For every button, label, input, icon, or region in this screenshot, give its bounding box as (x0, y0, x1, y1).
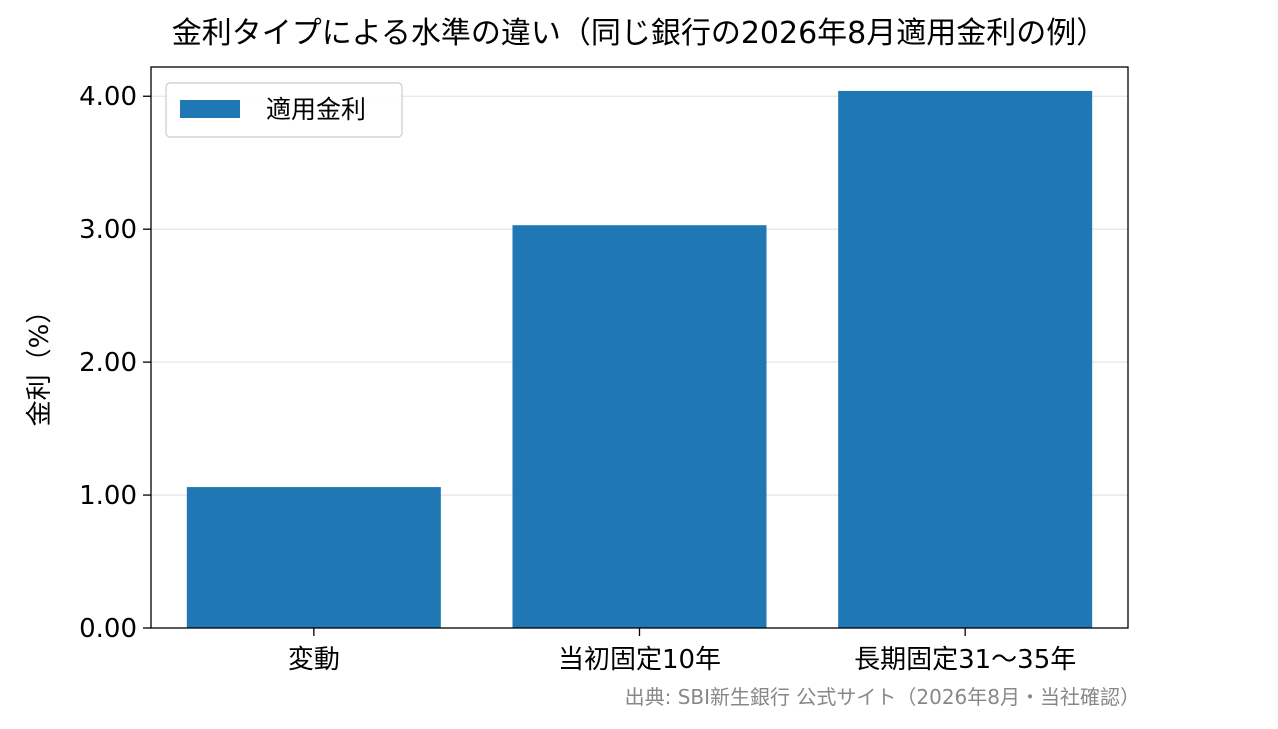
chart-title: 金利タイプによる水準の違い（同じ銀行の2026年8月適用金利の例） (172, 16, 1107, 51)
legend: 適用金利 (165, 82, 403, 138)
y-tick-label: 2.00 (79, 348, 137, 378)
source-note: 出典: SBI新生銀行 公式サイト（2026年8月・当社確認） (625, 685, 1140, 709)
y-tick-label: 1.00 (79, 481, 137, 511)
x-tick-label: 当初固定10年 (558, 645, 721, 675)
x-tick-label: 変動 (288, 645, 340, 675)
legend-box (165, 82, 403, 138)
y-axis-label: 金利（%） (25, 298, 55, 427)
bar (838, 90, 1093, 629)
bar (512, 225, 767, 628)
y-axis: 0.00 1.00 2.00 3.00 4.00 (79, 82, 151, 644)
legend-swatch (180, 100, 240, 118)
legend-label: 適用金利 (266, 95, 366, 124)
x-tick-label: 長期固定31〜35年 (854, 645, 1076, 675)
x-axis: 変動 当初固定10年 長期固定31〜35年 (288, 628, 1076, 675)
y-tick-label: 3.00 (79, 215, 137, 245)
bars (186, 90, 1093, 629)
y-tick-label: 4.00 (79, 82, 137, 112)
y-tick-label: 0.00 (79, 614, 137, 644)
bar (186, 487, 441, 628)
